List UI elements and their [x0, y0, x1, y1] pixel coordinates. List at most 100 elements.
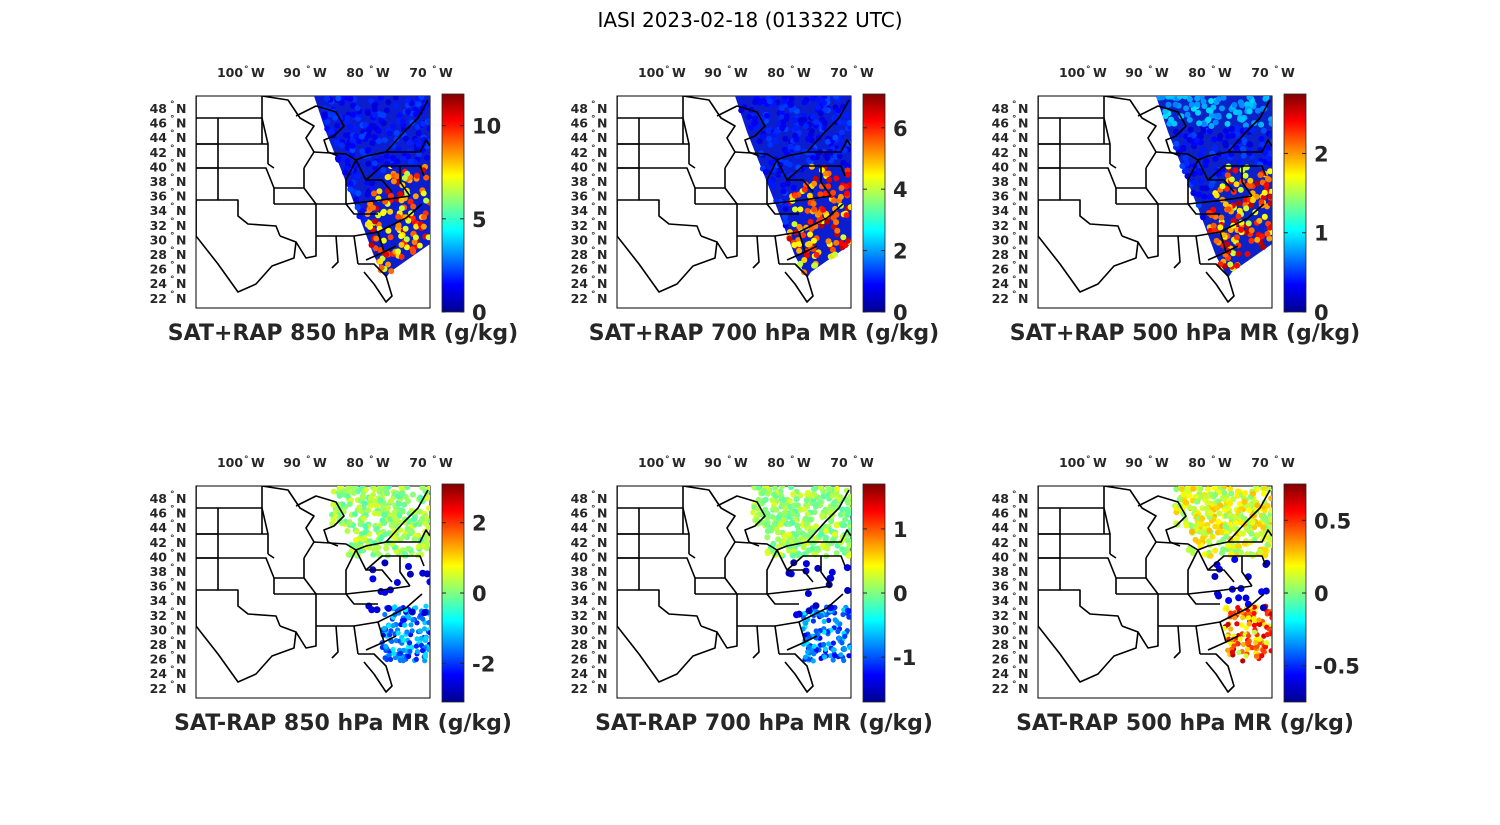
diff-point [779, 486, 785, 489]
swath-point [359, 148, 366, 155]
swath-point [844, 167, 851, 174]
lon-tick-label: 80 [1188, 65, 1206, 80]
swath-point [402, 225, 409, 232]
state-boundary [316, 625, 339, 659]
degree-symbol: ° [170, 231, 175, 241]
diff-point [356, 504, 363, 511]
swath-point [418, 96, 425, 100]
colorbar: -2 0 2 [441, 483, 495, 703]
swath-point [792, 192, 799, 199]
lat-tick-label: 24 [992, 276, 1010, 291]
diff-point [346, 520, 353, 527]
diff-point [422, 626, 428, 632]
diff-point [781, 510, 788, 517]
diff-point [1249, 645, 1255, 651]
degree-symbol: ° [244, 455, 249, 465]
degree-symbol: ° [591, 144, 596, 154]
state-boundary [400, 555, 425, 567]
swath-point [334, 155, 341, 162]
diff-point [417, 628, 423, 634]
diff-point [1185, 547, 1192, 553]
lat-hemisphere: N [176, 666, 186, 681]
swath-point [746, 113, 753, 120]
lat-tick-label: 24 [571, 276, 589, 291]
swath-point [811, 206, 818, 213]
diff-point [807, 529, 814, 535]
swath-point [423, 174, 430, 181]
state-boundary [688, 553, 696, 559]
diff-point [384, 505, 391, 511]
lat-hemisphere: N [176, 681, 186, 696]
state-boundary [295, 626, 317, 649]
swath-point [756, 138, 763, 145]
diff-point [1227, 512, 1234, 519]
degree-symbol: ° [170, 519, 175, 529]
lat-hemisphere: N [1018, 681, 1028, 696]
swath-point [1258, 233, 1265, 240]
swath-point [1183, 105, 1190, 112]
lat-tick-label: 32 [992, 608, 1009, 623]
diff-point [777, 521, 784, 528]
diff-point [1228, 626, 1234, 632]
state-boundary [1158, 203, 1220, 215]
swath-point [321, 111, 328, 118]
diff-point [353, 537, 359, 544]
diff-point [1213, 504, 1220, 511]
swath-point [1267, 200, 1272, 207]
swath-point [1218, 214, 1225, 221]
swath-point [338, 142, 345, 149]
degree-symbol: ° [306, 455, 311, 465]
swath-point [781, 96, 788, 100]
diff-point [1212, 547, 1219, 554]
diff-point [772, 520, 779, 527]
swath-point [833, 96, 839, 100]
state-boundary [404, 139, 430, 153]
lat-tick-label: 28 [571, 247, 588, 262]
lat-tick-label: 44 [992, 520, 1010, 535]
lat-tick-label: 24 [992, 666, 1010, 681]
degree-symbol: ° [591, 202, 596, 212]
swath-point [354, 204, 361, 211]
lat-hemisphere: N [176, 203, 186, 218]
swath-point [1236, 109, 1243, 116]
swath-point [809, 96, 816, 102]
diff-point [381, 520, 388, 526]
state-boundary [639, 557, 696, 594]
swath-point [829, 246, 836, 253]
swath-point [1268, 132, 1272, 139]
state-boundary [682, 486, 690, 535]
diff-point [423, 635, 429, 641]
swath-point [380, 167, 387, 173]
colorbar-tick-label: 1 [1314, 222, 1329, 246]
swath-point [784, 180, 791, 187]
diff-point [1253, 653, 1260, 659]
swath-point [1197, 133, 1204, 140]
state-boundary [766, 159, 778, 204]
diff-point [386, 623, 392, 629]
swath-point [1268, 120, 1272, 127]
degree-symbol: ° [591, 519, 596, 529]
diff-point [1189, 528, 1195, 535]
degree-symbol: ° [591, 651, 596, 661]
lat-hemisphere: N [597, 491, 607, 506]
diff-point [843, 564, 851, 572]
colorbar: -0.5 0 0.5 [1283, 483, 1360, 703]
swath-point [1262, 158, 1268, 165]
swath-point [1226, 113, 1233, 119]
diff-point [1260, 512, 1267, 519]
swath-point [1246, 96, 1253, 101]
swath-point [1208, 182, 1215, 189]
swath-point [403, 244, 410, 251]
diff-point [1261, 490, 1267, 497]
state-boundary [737, 203, 799, 215]
swath-point [791, 221, 798, 228]
swath-point [381, 137, 388, 144]
lat-hemisphere: N [597, 189, 607, 204]
state-boundary [400, 165, 425, 177]
diff-point [1225, 647, 1231, 653]
swath-point [1233, 181, 1240, 188]
degree-symbol: ° [591, 505, 596, 515]
state-boundary [821, 165, 846, 177]
lat-hemisphere: N [1018, 608, 1028, 623]
state-boundary [345, 159, 357, 204]
